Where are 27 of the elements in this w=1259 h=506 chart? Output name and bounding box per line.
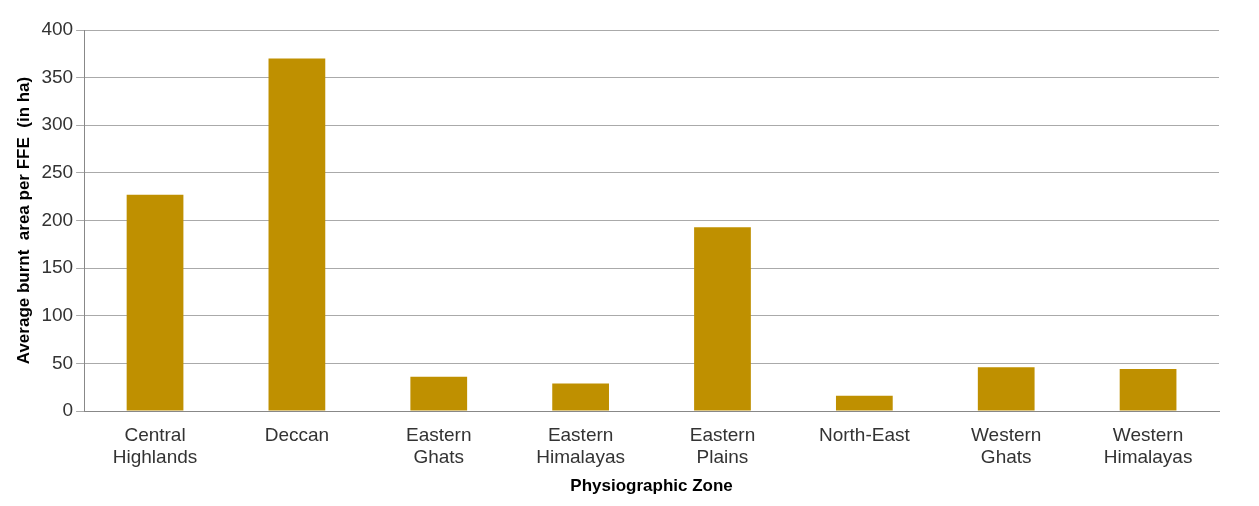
x-tick-label: Western Himalayas — [1103, 423, 1193, 468]
bar — [126, 194, 184, 411]
bar — [977, 367, 1035, 411]
y-tick-label: 100 — [41, 303, 74, 325]
bar — [694, 227, 751, 411]
bar — [1119, 369, 1177, 411]
y-tick-label: 50 — [51, 351, 74, 373]
x-axis-title: Physiographic Zone — [570, 476, 733, 496]
x-tick-label: Western Ghats — [971, 423, 1042, 468]
y-tick-label: 200 — [41, 208, 74, 230]
y-tick-label: 0 — [62, 399, 74, 421]
y-tick-label: 150 — [41, 256, 74, 278]
bar — [552, 383, 609, 411]
x-tick-label: Deccan — [264, 423, 330, 445]
x-tick-label: Eastern Himalayas — [536, 423, 625, 468]
x-tick-label: Eastern Plains — [689, 423, 756, 468]
bar — [268, 58, 326, 411]
bar — [835, 395, 893, 411]
y-tick-label: 350 — [41, 65, 74, 87]
x-tick-label: North-East — [818, 423, 911, 445]
y-tick-label: 300 — [41, 113, 74, 135]
y-axis-title: Average burnt area per FFE (in ha) — [13, 76, 33, 365]
x-tick-label: Eastern Ghats — [406, 423, 472, 468]
x-tick-label: Central Highlands — [112, 423, 198, 468]
bar — [410, 376, 468, 411]
y-tick-label: 250 — [41, 161, 74, 183]
y-tick-label: 400 — [41, 18, 74, 40]
